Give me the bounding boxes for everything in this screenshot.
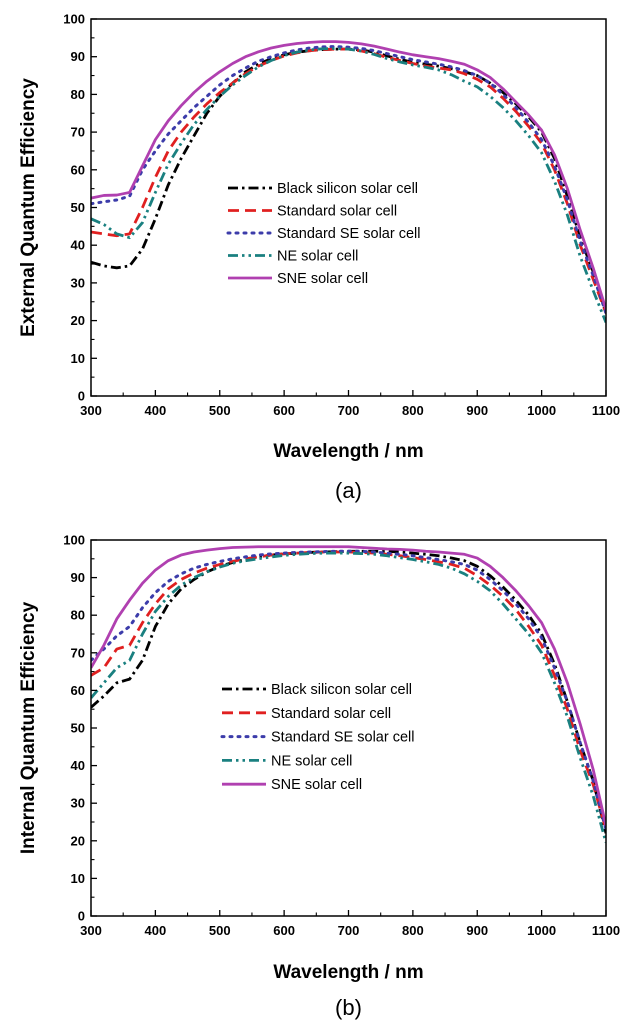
- y-axis-title: External Quantum Efficiency: [18, 78, 39, 337]
- x-axis-title: Wavelength / nm: [273, 962, 423, 983]
- x-tick-label: 900: [466, 923, 488, 938]
- series-group: [91, 545, 606, 844]
- legend: Black silicon solar cell Standard solar c…: [220, 682, 414, 793]
- y-tick-label: 0: [78, 389, 85, 404]
- series-line-4: [91, 545, 606, 827]
- legend-label: Standard solar cell: [277, 204, 397, 220]
- y-tick-label: 10: [71, 351, 85, 366]
- series-line-3: [91, 47, 606, 324]
- y-tick-label: 100: [63, 533, 85, 548]
- legend-label: SNE solar cell: [277, 271, 368, 287]
- series-line-3: [91, 551, 606, 844]
- x-tick-label: 1100: [592, 403, 620, 418]
- x-tick-label: 800: [402, 403, 424, 418]
- x-tick-label: 1100: [592, 923, 620, 938]
- series-line-2: [91, 549, 606, 832]
- y-tick-label: 50: [71, 721, 85, 736]
- y-tick-label: 90: [71, 570, 85, 585]
- x-axis-title: Wavelength / nm: [273, 441, 423, 462]
- x-tick-label: 500: [209, 923, 231, 938]
- y-tick-label: 10: [71, 871, 85, 886]
- y-tick-label: 20: [71, 833, 85, 848]
- x-tick-label: 700: [338, 403, 360, 418]
- x-tick-label: 800: [402, 923, 424, 938]
- x-tick-label: 300: [80, 403, 102, 418]
- legend-label: SNE solar cell: [271, 777, 362, 793]
- y-tick-label: 80: [71, 87, 85, 102]
- panel-label: (b): [335, 995, 362, 1020]
- x-tick-label: 600: [273, 923, 295, 938]
- x-tick-label: 400: [145, 923, 167, 938]
- y-tick-label: 80: [71, 608, 85, 623]
- x-tick-label: 1000: [527, 923, 556, 938]
- chart-panel-b: 300 400 500 600 700 800 900 1000 1100 0 10 20 30 40 50…: [18, 533, 620, 1021]
- y-tick-label: 0: [78, 909, 85, 924]
- y-tick-label: 20: [71, 313, 85, 328]
- x-tick-label: 700: [338, 923, 360, 938]
- y-tick-label: 30: [71, 275, 85, 290]
- legend-label: NE solar cell: [277, 249, 358, 265]
- y-axis-title: Internal Quantum Efficiency: [18, 601, 39, 854]
- x-tick-label: 500: [209, 403, 231, 418]
- x-tick-label: 1000: [527, 403, 556, 418]
- legend-label: Standard SE solar cell: [271, 730, 414, 746]
- y-tick-label: 100: [63, 12, 85, 27]
- series-group: [91, 40, 606, 324]
- x-tick-label: 400: [145, 403, 167, 418]
- chart-panel-a: 300 400 500 600 700 800 900 1000 1100 0 10 20 30 40 50…: [18, 12, 620, 504]
- y-tick-label: 60: [71, 683, 85, 698]
- y-tick-label: 40: [71, 758, 85, 773]
- legend-label: Black silicon solar cell: [271, 682, 412, 698]
- y-tick-label: 90: [71, 49, 85, 64]
- legend-label: Black silicon solar cell: [277, 181, 418, 197]
- y-tick-label: 50: [71, 200, 85, 215]
- series-line-2: [91, 45, 606, 315]
- panel-label: (a): [335, 478, 362, 503]
- y-tick-label: 40: [71, 238, 85, 253]
- series-line-4: [91, 40, 606, 310]
- x-tick-label: 600: [273, 403, 295, 418]
- x-tick-label: 900: [466, 403, 488, 418]
- legend-label: NE solar cell: [271, 753, 352, 769]
- y-tick-label: 30: [71, 796, 85, 811]
- y-tick-label: 60: [71, 162, 85, 177]
- y-tick-label: 70: [71, 645, 85, 660]
- legend: Black silicon solar cell Standard solar c…: [226, 181, 420, 287]
- legend-label: Standard SE solar cell: [277, 226, 420, 242]
- legend-label: Standard solar cell: [271, 706, 391, 722]
- y-tick-label: 70: [71, 125, 85, 140]
- x-tick-label: 300: [80, 923, 102, 938]
